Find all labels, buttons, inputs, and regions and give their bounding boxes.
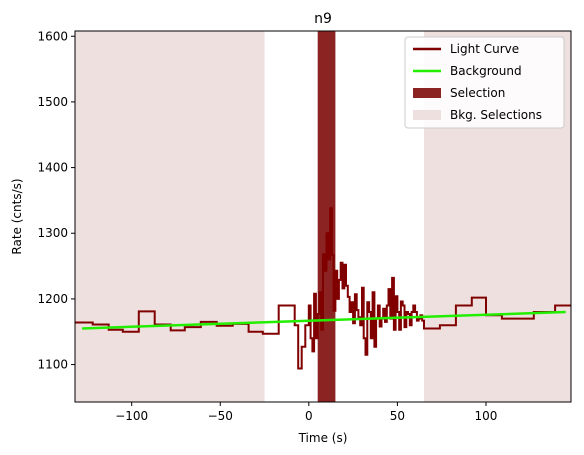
y-tick-label: 1200 xyxy=(37,292,68,306)
x-tick-label: 50 xyxy=(390,409,405,423)
legend-box xyxy=(404,36,565,129)
legend-label: Light Curve xyxy=(450,42,519,56)
legend-swatch-patch xyxy=(413,88,441,98)
legend-label: Selection xyxy=(450,86,505,100)
y-ticks: 1100 1200 1300 1400 1500 1600 xyxy=(37,29,75,372)
x-tick-label: 0 xyxy=(305,409,313,423)
x-tick-label: −50 xyxy=(208,409,233,423)
bkg-selection-region-1 xyxy=(75,31,265,402)
legend-label: Background xyxy=(450,64,522,78)
legend-swatch-patch xyxy=(413,110,441,120)
y-axis-label: Rate (cnts/s) xyxy=(10,178,24,254)
legend-label: Bkg. Selections xyxy=(450,108,542,122)
legend: Light Curve Background Selection Bkg. Selec… xyxy=(404,36,565,129)
x-ticks: −100 −50 0 50 100 xyxy=(115,402,497,423)
y-tick-label: 1100 xyxy=(37,358,68,372)
chart-title: n9 xyxy=(314,11,332,27)
x-tick-label: −100 xyxy=(115,409,148,423)
y-tick-label: 1300 xyxy=(37,226,68,240)
background-line xyxy=(82,310,566,330)
y-tick-label: 1500 xyxy=(37,95,68,109)
y-tick-label: 1400 xyxy=(37,161,68,175)
axes-frame xyxy=(74,30,572,403)
x-axis-label: Time (s) xyxy=(298,431,348,445)
background-layer xyxy=(82,310,566,330)
x-tick-label: 100 xyxy=(475,409,498,423)
y-tick-label: 1600 xyxy=(37,29,68,43)
